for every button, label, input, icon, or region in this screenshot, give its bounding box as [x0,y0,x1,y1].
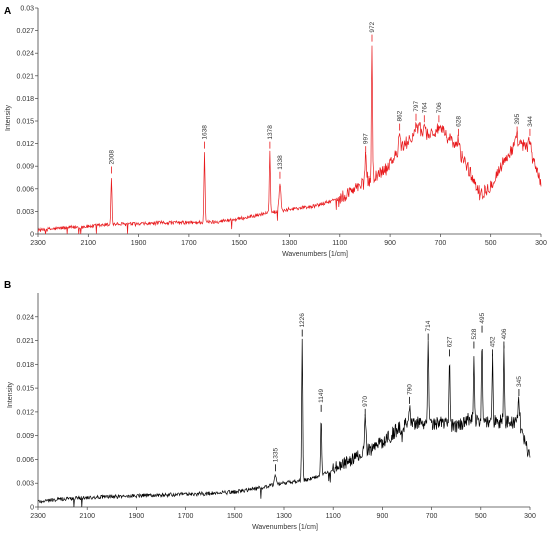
panel-b-spectrum-line [37,338,531,508]
panel-b-x-tick-label: 900 [377,513,389,520]
panel-a-x-tick-label: 2300 [30,240,46,247]
panel-a-peak-label: 862 [397,110,404,121]
panel-b-y-tick-label: 0.024 [16,314,34,321]
panel-a-peak-label: 706 [436,102,443,113]
panel-b-peak-label: 406 [501,328,508,339]
panel-b-y-tick-label: 0.012 [16,409,34,416]
panel-a-y-tick-label: 0.006 [16,186,34,193]
panel-b-peak-label: 1335 [272,447,279,462]
panel-a-y-tick-label: 0.012 [16,141,34,148]
panel-a-y-tick-label: 0.03 [20,6,34,13]
panel-a-peak-label: 972 [369,21,376,32]
panel-a-peak-label: 395 [514,113,521,124]
panel-b-x-axis-label: Wavenumbers [1/cm] [252,524,318,531]
panel-b-peak-label: 1226 [299,313,306,328]
panel-a-x-tick-label: 300 [535,240,547,247]
panel-a-x-tick-label: 1500 [231,240,247,247]
panel-b-x-tick-label: 300 [524,513,536,520]
panel-a-letter: A [4,6,11,17]
panel-b-x-tick-label: 2300 [30,513,46,520]
panel-a-y-tick-label: 0.027 [16,28,34,35]
panel-b-x-tick-label: 1100 [326,513,341,520]
panel-b-peak-label: 1149 [318,388,325,402]
panel-b-x-tick-label: 1300 [276,513,292,520]
panel-a-x-tick-label: 700 [435,240,447,247]
panel-b-peak-label: 790 [406,384,413,395]
panel-b-x-tick-label: 700 [426,513,438,520]
panel-a-y-axis-label: Intensity [5,104,12,131]
panel-a-y-tick-label: 0.003 [16,209,34,216]
panel-b-y-tick-label: 0.015 [16,386,34,393]
panel-b-x-tick-label: 1700 [178,513,194,520]
panel-a-peak-label: 1338 [277,155,284,170]
panel-a-x-tick-label: 2100 [81,240,97,247]
panel-b-y-tick-label: 0.006 [16,457,34,464]
panel-b-peak-label: 452 [490,336,497,347]
panel-b-y-tick-label: 0.021 [16,338,34,345]
panel-a-peak-label: 344 [527,116,534,127]
panel-a-peak-label: 1378 [267,125,274,140]
panel-b-y-tick-label: 0.018 [16,362,34,369]
panel-b-y-tick-label: 0 [30,505,34,512]
panel-b-x-tick-label: 1500 [227,513,243,520]
panel-a-peak-label: 1638 [201,125,208,140]
panel-b-y-tick-label: 0.009 [16,433,34,440]
panel-b-x-tick-label: 500 [475,513,487,520]
panel-a-y-tick-label: 0.024 [16,51,34,58]
panel-a-x-tick-label: 1700 [181,240,197,247]
panel-a-axes: 0 0.003 0.006 0.009 0.012 0.015 0.018 0.021 0.02… [16,6,546,248]
panel-b-peak-label: 714 [425,320,432,331]
panel-a-x-tick-label: 500 [485,240,497,247]
panel-b-y-tick-label: 0.003 [16,481,34,488]
panel-a-y-tick-label: 0.009 [16,164,34,171]
panel-b-peak-label: 528 [471,328,478,339]
panel-a-x-tick-label: 900 [384,240,396,247]
panel-a-y-tick-label: 0.021 [16,73,34,80]
panel-a-peak-label: 797 [413,101,420,112]
panel-b-x-tick-label: 2100 [79,513,95,520]
panel-a-y-tick-label: 0.015 [16,119,34,126]
panel-b-peak-label: 970 [362,396,369,407]
panel-b-letter: B [4,280,11,291]
panel-b-x-tick-label: 1900 [129,513,145,520]
panel-a-x-axis-label: Wavenumbers [1/cm] [282,251,348,258]
panel-a-peak-label: 2008 [108,150,115,165]
panel-a-peak-label: 997 [363,133,370,144]
panel-a-x-tick-label: 1100 [332,240,347,247]
panel-a-y-tick-label: 0.018 [16,96,34,103]
panel-a-x-tick-label: 1300 [282,240,298,247]
panel-a-peak-label: 764 [421,102,428,113]
panel-b-peak-label: 345 [516,376,523,387]
panel-a: A 0 0.003 0.006 0.009 0.012 0.015 0.018 0.021 0.… [4,6,547,259]
panel-b-peak-label: 627 [447,336,454,347]
panel-b: B 0 0.003 0.006 0.009 0.012 0.015 0.018 0.021 0.… [4,280,536,531]
panel-b-y-axis-label: Intensity [7,381,14,408]
panel-a-spectrum-line [37,45,542,235]
panel-a-x-tick-label: 1900 [131,240,147,247]
panel-a-y-tick-label: 0 [30,232,34,239]
panel-b-axes: 0 0.003 0.006 0.009 0.012 0.015 0.018 0.021 0.02… [16,293,536,520]
panel-a-peak-label: 628 [456,116,463,127]
panel-b-peak-label: 495 [479,312,486,323]
